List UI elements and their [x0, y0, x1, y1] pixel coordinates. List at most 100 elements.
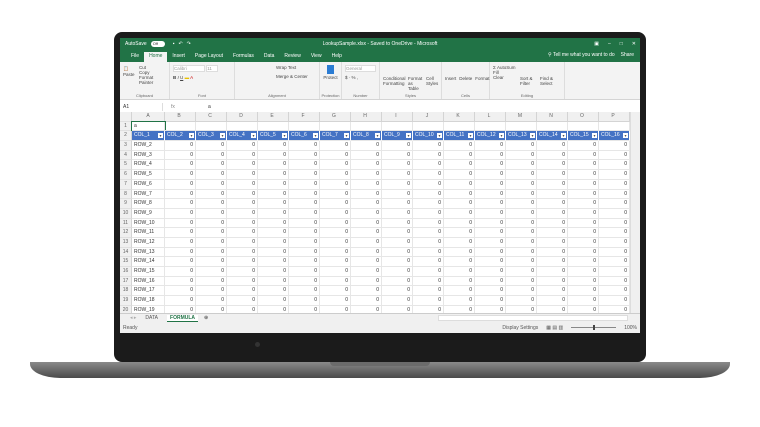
value-cell[interactable]: 0: [444, 179, 475, 190]
value-cell[interactable]: 0: [320, 170, 351, 180]
table-header-cell[interactable]: COL_6 ▾: [289, 131, 320, 142]
row-label-cell[interactable]: ROW_14: [132, 257, 165, 267]
value-cell[interactable]: 0: [258, 296, 289, 306]
row-header[interactable]: 8: [120, 189, 132, 200]
value-cell[interactable]: 0: [444, 296, 475, 306]
cell-F1[interactable]: [289, 121, 320, 132]
value-cell[interactable]: 0: [196, 179, 227, 190]
value-cell[interactable]: 0: [227, 257, 258, 267]
value-cell[interactable]: 0: [196, 160, 227, 171]
value-cell[interactable]: 0: [165, 228, 196, 238]
table-header-cell[interactable]: COL_12 ▾: [475, 131, 506, 142]
value-cell[interactable]: 0: [258, 276, 289, 287]
value-cell[interactable]: 0: [506, 170, 537, 180]
value-cell[interactable]: 0: [537, 228, 568, 238]
value-cell[interactable]: 0: [382, 286, 413, 297]
cell-B1[interactable]: [165, 121, 196, 132]
value-cell[interactable]: 0: [165, 141, 196, 151]
value-cell[interactable]: 0: [320, 160, 351, 171]
value-cell[interactable]: 0: [227, 199, 258, 209]
value-cell[interactable]: 0: [537, 170, 568, 180]
value-cell[interactable]: 0: [599, 208, 630, 219]
value-cell[interactable]: 0: [382, 276, 413, 287]
value-cell[interactable]: 0: [413, 189, 444, 200]
row-label-cell[interactable]: ROW_13: [132, 247, 165, 258]
undo-icon[interactable]: ↶: [178, 41, 183, 47]
row-label-cell[interactable]: ROW_6: [132, 179, 165, 190]
add-sheet-icon[interactable]: ⊕: [204, 315, 209, 321]
value-cell[interactable]: 0: [227, 208, 258, 219]
value-cell[interactable]: 0: [196, 150, 227, 161]
value-cell[interactable]: 0: [227, 218, 258, 229]
column-header-I[interactable]: I: [382, 112, 413, 122]
value-cell[interactable]: 0: [413, 150, 444, 161]
value-cell[interactable]: 0: [227, 286, 258, 297]
cell-O1[interactable]: [568, 121, 599, 132]
value-cell[interactable]: 0: [165, 170, 196, 180]
value-cell[interactable]: 0: [258, 218, 289, 229]
value-cell[interactable]: 0: [599, 257, 630, 267]
value-cell[interactable]: 0: [475, 141, 506, 151]
delete-button[interactable]: Delete: [459, 76, 473, 81]
filter-dropdown-icon[interactable]: ▾: [592, 133, 597, 139]
column-header-O[interactable]: O: [568, 112, 599, 122]
value-cell[interactable]: 0: [444, 267, 475, 277]
value-cell[interactable]: 0: [227, 179, 258, 190]
name-box[interactable]: A1: [123, 103, 163, 111]
value-cell[interactable]: 0: [289, 237, 320, 248]
value-cell[interactable]: 0: [320, 276, 351, 287]
font-color-icon[interactable]: A: [190, 75, 194, 80]
value-cell[interactable]: 0: [506, 267, 537, 277]
conditional-formatting-button[interactable]: Conditional Formatting: [383, 76, 406, 86]
column-header-L[interactable]: L: [475, 112, 506, 122]
value-cell[interactable]: 0: [289, 170, 320, 180]
value-cell[interactable]: 0: [444, 150, 475, 161]
value-cell[interactable]: 0: [537, 276, 568, 287]
row-label-cell[interactable]: ROW_9: [132, 208, 165, 219]
row-label-cell[interactable]: ROW_3: [132, 150, 165, 161]
filter-dropdown-icon[interactable]: ▾: [189, 133, 194, 139]
value-cell[interactable]: 0: [599, 160, 630, 171]
table-header-cell[interactable]: COL_8 ▾: [351, 131, 382, 142]
autosum-button[interactable]: Σ AutoSum: [493, 65, 516, 70]
wrap-text-button[interactable]: Wrap Text: [276, 65, 297, 70]
table-header-cell[interactable]: COL_10 ▾: [413, 131, 444, 142]
row-header[interactable]: 7: [120, 179, 132, 190]
value-cell[interactable]: 0: [506, 218, 537, 229]
value-cell[interactable]: 0: [506, 179, 537, 190]
value-cell[interactable]: 0: [382, 228, 413, 238]
value-cell[interactable]: 0: [568, 179, 599, 190]
value-cell[interactable]: 0: [599, 189, 630, 200]
cut-button[interactable]: Cut: [139, 65, 147, 70]
row-header[interactable]: 17: [120, 276, 132, 287]
sheet-tab-data[interactable]: DATA: [145, 315, 159, 321]
value-cell[interactable]: 0: [475, 150, 506, 161]
table-header-cell[interactable]: COL_14 ▾: [537, 131, 568, 142]
value-cell[interactable]: 0: [475, 286, 506, 297]
table-header-cell[interactable]: COL_7 ▾: [320, 131, 351, 142]
value-cell[interactable]: 0: [568, 267, 599, 277]
table-header-cell[interactable]: COL_4 ▾: [227, 131, 258, 142]
value-cell[interactable]: 0: [351, 199, 382, 209]
value-cell[interactable]: 0: [320, 267, 351, 277]
value-cell[interactable]: 0: [568, 228, 599, 238]
value-cell[interactable]: 0: [506, 208, 537, 219]
value-cell[interactable]: 0: [351, 296, 382, 306]
value-cell[interactable]: 0: [537, 257, 568, 267]
format-painter-button[interactable]: Format Painter: [139, 75, 154, 85]
filter-dropdown-icon[interactable]: ▾: [561, 133, 566, 139]
value-cell[interactable]: 0: [413, 170, 444, 180]
fx-icon[interactable]: fx: [171, 104, 175, 110]
value-cell[interactable]: 0: [506, 150, 537, 161]
number-format-select[interactable]: General: [345, 65, 376, 72]
value-cell[interactable]: 0: [351, 170, 382, 180]
value-cell[interactable]: 0: [444, 170, 475, 180]
value-cell[interactable]: 0: [320, 228, 351, 238]
filter-dropdown-icon[interactable]: ▾: [375, 133, 380, 139]
value-cell[interactable]: 0: [258, 237, 289, 248]
row-header[interactable]: 10: [120, 208, 132, 219]
cell-M1[interactable]: [506, 121, 537, 132]
value-cell[interactable]: 0: [289, 160, 320, 171]
value-cell[interactable]: 0: [351, 179, 382, 190]
value-cell[interactable]: 0: [506, 247, 537, 258]
